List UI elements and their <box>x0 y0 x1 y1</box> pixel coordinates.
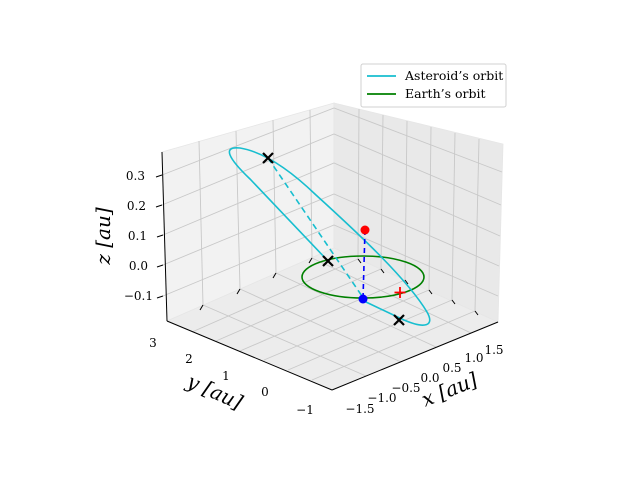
grid-line <box>161 133 502 206</box>
tick-mark <box>156 234 164 238</box>
grid-line <box>272 119 277 274</box>
z-tick-label: 0.1 <box>128 229 147 243</box>
grid-line <box>275 272 437 348</box>
tick-mark <box>236 288 241 295</box>
x-tick-label: −1.0 <box>367 391 396 405</box>
legend: Asteroid’s orbit Earth’s orbit <box>360 63 507 108</box>
y-tick-label: 1 <box>222 369 230 383</box>
tick-mark <box>404 279 409 285</box>
grid-line <box>404 120 408 281</box>
grid-line <box>263 289 430 361</box>
grid-line <box>161 107 503 176</box>
grid-line <box>451 132 456 301</box>
grid-line <box>162 162 501 237</box>
grid-line <box>202 304 367 377</box>
sun-marker <box>394 287 406 298</box>
x-tick-label: 1.0 <box>464 351 483 365</box>
z-tick-label: 0.3 <box>126 169 145 183</box>
x-tick-label: −0.5 <box>391 381 420 395</box>
tick-mark <box>155 204 163 208</box>
y-tick-label: 0 <box>261 385 269 399</box>
y-axis-line <box>166 320 333 391</box>
x-tick-label: 0.5 <box>442 361 461 375</box>
legend-box <box>360 63 507 108</box>
z-axis-label: z [au] <box>91 207 115 266</box>
grid-line <box>287 299 453 371</box>
axis-panes <box>161 102 504 391</box>
grid-line <box>474 138 480 312</box>
y-axis-label: y [au] <box>183 368 247 414</box>
asteroid-orbit <box>228 147 431 326</box>
orbits <box>228 147 431 326</box>
z-tick-label: 0.0 <box>129 259 148 273</box>
grid-line <box>191 258 359 333</box>
grid-line <box>162 193 500 267</box>
tick-mark <box>428 289 433 295</box>
x-tick-label: −1.5 <box>345 402 374 416</box>
tick-mark <box>272 272 277 279</box>
y-tick-label: −1 <box>296 403 314 417</box>
x-tick-label: 0.0 <box>420 371 439 385</box>
grid-line <box>380 114 384 270</box>
grid-line <box>309 109 313 259</box>
tick-mark <box>199 304 204 311</box>
grid-line <box>162 224 499 297</box>
z-tick-label: −0.1 <box>124 289 153 303</box>
tick-mark <box>156 295 164 299</box>
node-marker <box>262 152 274 164</box>
node-marker <box>393 314 405 326</box>
tick-mark <box>156 264 164 268</box>
node-marker <box>322 255 334 267</box>
y-tick-label: 2 <box>185 352 193 366</box>
tick-mark <box>308 257 313 264</box>
grid-line <box>428 126 432 291</box>
grid-line <box>198 140 204 306</box>
asteroid-position-marker <box>360 225 370 235</box>
grid-line <box>239 279 406 352</box>
grid-line <box>215 268 382 342</box>
tick-mark <box>451 299 456 305</box>
tick-mark <box>155 174 163 178</box>
asteroid-earth-connector <box>362 229 366 300</box>
legend-label-earth: Earth’s orbit <box>405 86 486 101</box>
legend-label-asteroid: Asteroid’s orbit <box>404 68 503 83</box>
earth-position-marker <box>358 294 368 304</box>
grid-line <box>239 288 402 363</box>
z-axis-line <box>161 151 168 322</box>
tick-mark <box>380 268 385 274</box>
asteroid-orbit-dashed <box>267 157 367 303</box>
grid-line <box>235 130 241 290</box>
z-tick-label: 0.2 <box>127 199 146 213</box>
tick-labels: −0.1 0.0 0.1 0.2 0.3 −1 0 1 2 3 −1.5 −1.… <box>124 169 504 417</box>
x-axis-line <box>331 321 499 391</box>
y-tick-label: 3 <box>149 336 157 350</box>
grid-lines <box>161 107 503 381</box>
tick-marks <box>155 174 479 316</box>
tick-mark <box>357 258 362 264</box>
tick-mark <box>474 310 479 316</box>
axis-lines <box>161 151 499 391</box>
x-tick-label: 1.5 <box>484 343 503 357</box>
